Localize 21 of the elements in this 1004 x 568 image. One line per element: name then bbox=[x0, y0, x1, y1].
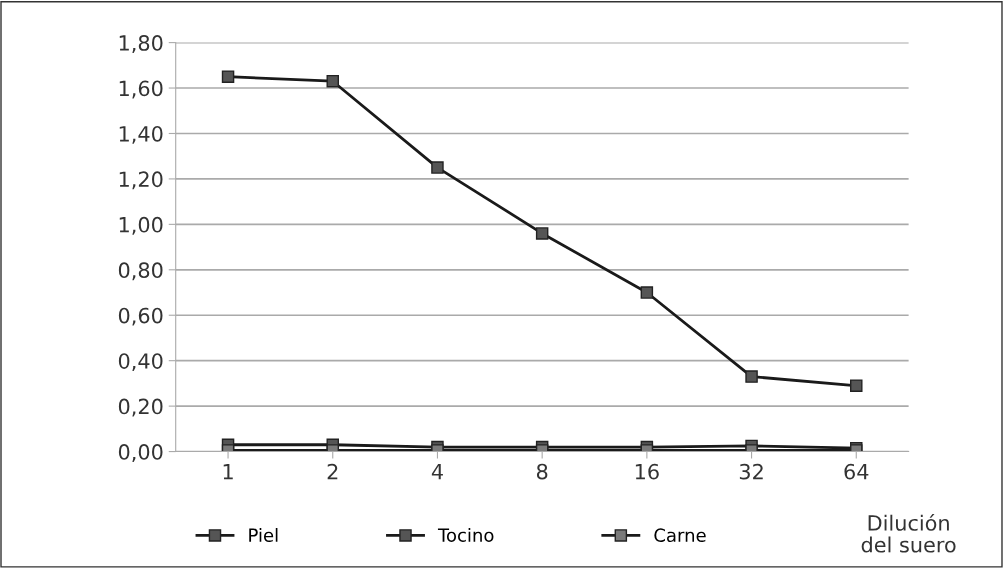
legend-label: Piel bbox=[249, 528, 278, 542]
x-tick-label: 4 bbox=[431, 464, 443, 480]
y-tick-label: 1,00 bbox=[119, 216, 163, 235]
y-tick-label: 1,60 bbox=[119, 80, 163, 99]
y-tick-label: 0,00 bbox=[118, 444, 163, 462]
x-tick-label: 1 bbox=[223, 464, 233, 480]
y-tick-label: 1,40 bbox=[119, 125, 163, 144]
x-tick-label: 32 bbox=[739, 463, 763, 480]
x-axis-title: Dilución del suero bbox=[861, 513, 956, 553]
y-tick-label: 0,20 bbox=[118, 398, 163, 417]
x-tick-label: 16 bbox=[635, 463, 659, 480]
y-tick-label: 1,20 bbox=[119, 171, 163, 190]
y-tick-label: 1,80 bbox=[119, 35, 163, 53]
y-tick-label: 0,60 bbox=[118, 307, 163, 326]
legend-label: Carne bbox=[654, 528, 706, 542]
y-tick-label: 0,40 bbox=[118, 353, 163, 372]
x-tick-label: 2 bbox=[327, 463, 338, 480]
legend-label: Tocino bbox=[437, 528, 494, 542]
x-tick-label: 8 bbox=[536, 463, 548, 480]
y-tick-label: 0,80 bbox=[118, 262, 163, 281]
x-tick-label: 64 bbox=[844, 463, 869, 480]
